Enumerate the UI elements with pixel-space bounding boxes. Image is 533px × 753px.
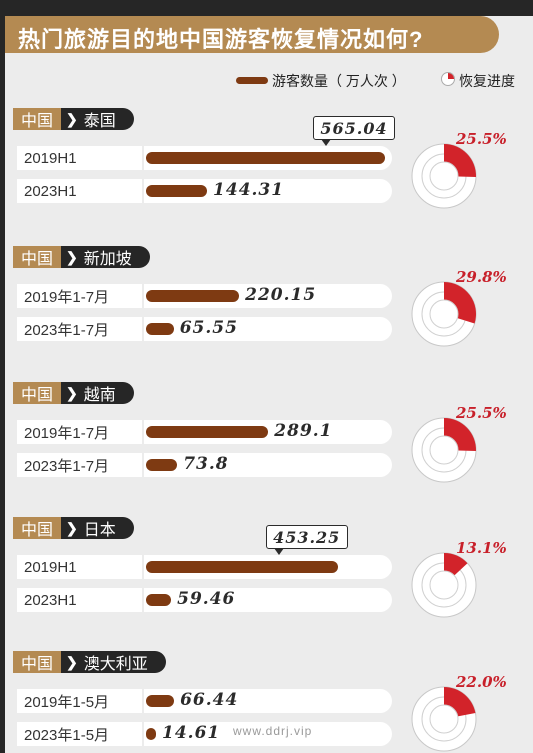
- value-label: 59.46: [177, 589, 236, 609]
- destination-label: 新加坡: [83, 251, 132, 268]
- period-label: 2019H1: [17, 146, 142, 170]
- chart-title: 热门旅游目的地中国游客恢复情况如何?: [18, 27, 424, 52]
- value-label: 144.31: [213, 180, 285, 200]
- chevron-right-icon: ❯: [66, 248, 78, 265]
- legend: 游客数量（ 万人次 ） 恢复进度: [230, 70, 530, 90]
- period-label: 2023H1: [17, 179, 142, 203]
- watermark-url: www.ddrj.vip: [233, 724, 313, 738]
- bar-track: [144, 317, 392, 341]
- value-label: 66.44: [180, 690, 239, 710]
- destination-label: 越南: [83, 387, 116, 404]
- data-bar: [146, 594, 172, 606]
- group-header: 中国 ❯ 澳大利亚: [13, 651, 166, 673]
- value-label: 73.8: [183, 454, 229, 474]
- bar-track: [144, 588, 392, 612]
- bar-track: [144, 689, 392, 713]
- legend-ring-icon: [441, 72, 455, 86]
- recovery-ring: [411, 686, 477, 752]
- value-label: 65.55: [179, 318, 238, 338]
- period-label: 2023年1-7月: [17, 453, 142, 477]
- data-bar: [146, 152, 385, 164]
- origin-label: 中国: [13, 246, 62, 268]
- group-header: 中国 ❯ 越南: [13, 382, 134, 404]
- group-pill: 中国 ❯ 越南: [13, 382, 134, 404]
- group-pill: 中国 ❯ 澳大利亚: [13, 651, 166, 673]
- title-band: [5, 16, 499, 53]
- data-bar: [146, 459, 178, 471]
- data-bar: [146, 561, 338, 573]
- recovery-ring: [411, 143, 477, 209]
- data-bar: [146, 695, 175, 707]
- period-label: 2023H1: [17, 588, 142, 612]
- recovery-arc: [444, 687, 476, 717]
- group-pill: 中国 ❯ 泰国: [13, 108, 134, 130]
- origin-label: 中国: [13, 108, 62, 130]
- left-border: [0, 0, 5, 753]
- top-border: [0, 0, 533, 16]
- group-pill: 中国 ❯ 新加坡: [13, 246, 150, 268]
- recovery-percent: 25.5%: [456, 404, 507, 422]
- chevron-right-icon: ❯: [66, 384, 78, 401]
- bar-track: [144, 453, 392, 477]
- recovery-arc: [444, 144, 476, 178]
- callout-pointer: [273, 548, 284, 555]
- destination-label: 澳大利亚: [83, 656, 148, 673]
- legend-ring-label: 恢复进度: [459, 73, 515, 89]
- group-header: 中国 ❯ 泰国: [13, 108, 134, 130]
- chevron-right-icon: ❯: [66, 519, 78, 536]
- value-callout: 453.25: [265, 525, 348, 549]
- period-label: 2023年1-7月: [17, 317, 142, 341]
- recovery-ring: [411, 281, 477, 347]
- bar-track: [144, 722, 392, 746]
- chevron-right-icon: ❯: [66, 653, 78, 670]
- data-bar: [146, 426, 269, 438]
- period-label: 2019年1-5月: [17, 689, 142, 713]
- group-pill: 中国 ❯ 日本: [13, 517, 134, 539]
- origin-label: 中国: [13, 651, 62, 673]
- data-bar: [146, 323, 174, 335]
- recovery-ring: [411, 417, 477, 483]
- value-callout: 565.04: [313, 116, 395, 140]
- data-bar: [146, 185, 208, 197]
- data-bar: [146, 728, 156, 740]
- period-label: 2019年1-7月: [17, 284, 142, 308]
- recovery-percent: 29.8%: [456, 268, 507, 286]
- value-label: 220.15: [245, 285, 317, 305]
- destination-label: 日本: [83, 522, 116, 539]
- destination-label: 泰国: [83, 113, 116, 130]
- data-bar: [146, 290, 240, 302]
- recovery-percent: 13.1%: [456, 539, 507, 557]
- period-label: 2023年1-5月: [17, 722, 142, 746]
- recovery-arc: [444, 282, 476, 324]
- period-label: 2019年1-7月: [17, 420, 142, 444]
- group-header: 中国 ❯ 日本: [13, 517, 134, 539]
- legend-bar-label: 游客数量（ 万人次 ）: [272, 73, 406, 89]
- legend-bar-swatch: [236, 77, 268, 84]
- value-label: 14.61: [162, 723, 221, 743]
- origin-label: 中国: [13, 517, 62, 539]
- callout-pointer: [321, 139, 331, 146]
- period-label: 2019H1: [17, 555, 142, 579]
- recovery-percent: 25.5%: [456, 130, 507, 148]
- origin-label: 中国: [13, 382, 62, 404]
- group-header: 中国 ❯ 新加坡: [13, 246, 150, 268]
- chevron-right-icon: ❯: [66, 110, 78, 127]
- recovery-percent: 22.0%: [456, 673, 507, 691]
- recovery-arc: [444, 553, 468, 576]
- value-label: 289.1: [274, 421, 333, 441]
- recovery-arc: [444, 418, 476, 452]
- recovery-ring: [411, 552, 477, 618]
